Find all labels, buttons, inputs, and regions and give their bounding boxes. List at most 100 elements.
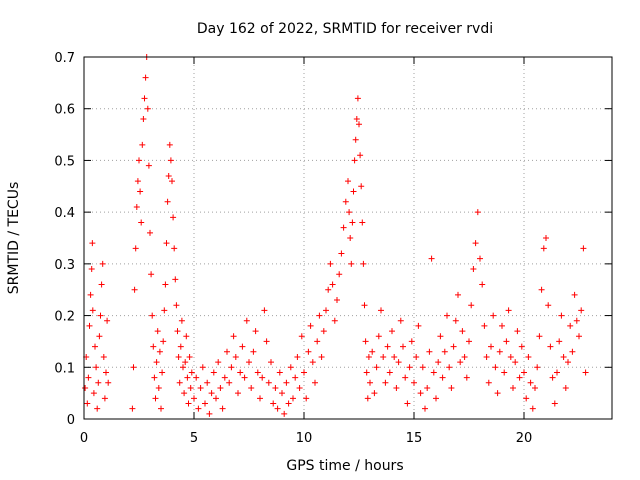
- data-point: [170, 214, 177, 221]
- data-point: [433, 395, 439, 402]
- data-point: [213, 395, 219, 402]
- data-point: [466, 338, 472, 345]
- data-point: [477, 255, 483, 262]
- axes: 0 0.1 0.2 0.3 0.4 0.5 0.6 0.7 0 5 10 15 20: [54, 51, 612, 446]
- data-point: [294, 353, 301, 360]
- data-point: [232, 353, 239, 360]
- data-point: [400, 343, 406, 350]
- data-point: [503, 338, 510, 345]
- data-point: [94, 405, 101, 412]
- data-point: [357, 152, 364, 159]
- y-tick-label: 0.7: [54, 51, 75, 66]
- data-point: [206, 410, 213, 417]
- data-point: [185, 400, 192, 407]
- data-point: [147, 229, 153, 236]
- data-point: [384, 343, 391, 350]
- data-point: [217, 384, 224, 391]
- data-point: [136, 157, 142, 164]
- data-point: [437, 333, 444, 340]
- data-point: [529, 405, 536, 412]
- data-point: [472, 240, 479, 247]
- data-point: [142, 74, 149, 81]
- data-point: [404, 400, 411, 407]
- data-point: [514, 328, 521, 335]
- data-point: [474, 209, 481, 216]
- data-point: [359, 219, 366, 226]
- data-point: [485, 379, 492, 386]
- data-point: [133, 203, 140, 210]
- data-point: [408, 338, 415, 345]
- data-point: [144, 105, 151, 112]
- data-point: [373, 364, 380, 371]
- data-point: [347, 235, 354, 241]
- y-tick-label: 0.5: [54, 154, 75, 169]
- data-point: [160, 338, 167, 345]
- data-point: [336, 271, 343, 278]
- data-point: [156, 348, 163, 355]
- data-point: [99, 260, 106, 267]
- data-point: [527, 379, 534, 386]
- data-point: [159, 369, 166, 376]
- data-points: [82, 54, 589, 417]
- data-point: [237, 369, 244, 376]
- data-point: [342, 198, 349, 205]
- data-point: [86, 322, 93, 329]
- data-point: [174, 328, 181, 335]
- data-point: [129, 405, 136, 412]
- data-point: [268, 359, 274, 366]
- data-point: [461, 353, 468, 360]
- data-point: [479, 281, 486, 288]
- data-point: [104, 317, 111, 324]
- data-point: [424, 384, 431, 391]
- data-point: [88, 266, 95, 273]
- data-point: [352, 136, 359, 143]
- data-point: [402, 374, 409, 381]
- data-point: [101, 395, 108, 402]
- data-point: [243, 317, 250, 324]
- data-point: [152, 395, 159, 402]
- data-point: [164, 198, 171, 205]
- data-point: [582, 369, 589, 376]
- data-point: [540, 245, 547, 252]
- y-axis-title: SRMTID / TECUs: [6, 182, 22, 295]
- data-point: [287, 364, 294, 371]
- data-point: [82, 384, 89, 391]
- data-point: [356, 121, 362, 128]
- data-point: [166, 141, 173, 148]
- data-point: [334, 297, 340, 304]
- data-point: [488, 343, 494, 350]
- data-point: [248, 384, 255, 391]
- data-point: [89, 307, 96, 314]
- data-point: [161, 307, 168, 314]
- data-point: [318, 353, 325, 360]
- data-point: [364, 395, 371, 402]
- data-point: [96, 333, 103, 340]
- data-point: [349, 219, 356, 226]
- data-point: [276, 369, 283, 376]
- data-point: [362, 338, 369, 345]
- data-point: [369, 348, 376, 355]
- x-tick-label: 5: [190, 431, 198, 446]
- data-point: [422, 405, 428, 412]
- data-point: [292, 374, 299, 381]
- data-point: [345, 178, 351, 185]
- data-point: [516, 374, 523, 381]
- data-point: [549, 374, 556, 381]
- x-tick-label: 20: [516, 431, 533, 446]
- data-point: [393, 384, 400, 391]
- data-point: [163, 240, 170, 247]
- data-point: [173, 302, 180, 309]
- data-point: [545, 302, 552, 309]
- data-point: [435, 359, 442, 366]
- data-point: [375, 333, 382, 340]
- data-point: [391, 353, 398, 360]
- data-point: [389, 328, 395, 335]
- data-point: [252, 328, 259, 335]
- data-point: [417, 390, 424, 397]
- data-point: [547, 343, 554, 350]
- data-point: [397, 317, 404, 324]
- data-point: [215, 359, 222, 366]
- data-point: [132, 245, 139, 252]
- data-point: [320, 328, 327, 335]
- data-point: [188, 369, 195, 376]
